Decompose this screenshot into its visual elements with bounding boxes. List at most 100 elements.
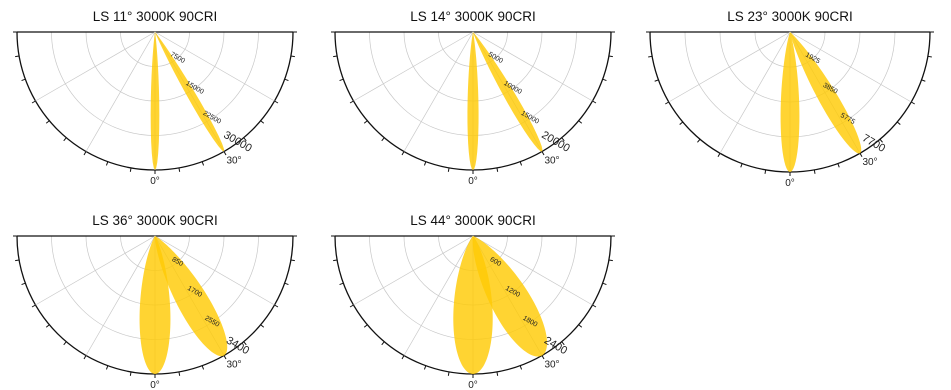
angle-label-30: 30° xyxy=(862,157,877,168)
outer-tick xyxy=(31,304,36,308)
angle-label-30: 30° xyxy=(544,156,559,167)
outer-tick xyxy=(363,120,368,124)
outer-tick xyxy=(401,151,405,156)
beam-lobe-30deg xyxy=(790,32,862,154)
outer-tick xyxy=(290,259,295,262)
outer-tick xyxy=(447,371,450,376)
outer-tick xyxy=(740,163,743,168)
grid-spoke xyxy=(85,235,156,356)
outer-tick xyxy=(223,355,227,360)
polar-chart-2: LS 14° 3000K 90CRI 50001000015000200000°… xyxy=(331,9,615,187)
outer-tick xyxy=(496,167,499,172)
outer-tick xyxy=(15,259,20,262)
outer-tick xyxy=(401,355,405,360)
grid-spoke xyxy=(35,235,156,306)
grid-spoke xyxy=(154,31,275,102)
outer-tick xyxy=(813,169,816,174)
outer-tick xyxy=(31,100,36,104)
outer-tick xyxy=(274,100,279,104)
grid-spoke xyxy=(154,235,275,306)
outer-tick xyxy=(697,138,701,143)
outer-tick xyxy=(201,161,205,166)
outer-tick xyxy=(541,151,545,156)
outer-tick xyxy=(274,304,279,308)
beam-lobe-0deg xyxy=(467,32,479,170)
outer-tick xyxy=(105,365,109,370)
grid-spoke xyxy=(403,31,474,152)
outer-tick xyxy=(333,55,338,58)
grid-spoke xyxy=(668,31,791,103)
angle-label-30: 30° xyxy=(544,360,559,371)
outer-tick xyxy=(447,167,450,172)
chart-title: LS 23° 3000K 90CRI xyxy=(727,9,852,24)
outer-tick xyxy=(201,365,205,370)
outer-tick xyxy=(602,282,607,286)
radial-tick-label: 600 xyxy=(489,256,503,268)
outer-tick xyxy=(129,371,132,376)
outer-tick xyxy=(608,55,613,58)
outer-tick xyxy=(260,120,265,124)
outer-tick xyxy=(349,304,354,308)
outer-tick xyxy=(21,282,26,286)
angle-label-30: 30° xyxy=(226,360,241,371)
outer-tick xyxy=(83,355,87,360)
grid-spoke xyxy=(403,235,474,356)
chart-title: LS 44° 3000K 90CRI xyxy=(410,213,535,228)
outer-tick xyxy=(178,167,181,172)
outer-tick xyxy=(717,152,721,157)
beam-lobe-30deg xyxy=(155,32,225,152)
radial-tick-label: 850 xyxy=(171,256,185,268)
outer-tick xyxy=(648,55,653,58)
outer-tick xyxy=(339,282,344,286)
outer-tick xyxy=(519,161,523,166)
outer-tick xyxy=(541,355,545,360)
outer-tick xyxy=(284,78,289,82)
outer-tick xyxy=(764,169,767,174)
outer-tick xyxy=(284,282,289,286)
angle-label-30: 30° xyxy=(226,156,241,167)
grid-spoke xyxy=(789,31,912,103)
beam-lobe-30deg xyxy=(473,32,543,152)
outer-tick xyxy=(837,163,840,168)
angle-label-0: 0° xyxy=(150,176,160,187)
grid-spoke xyxy=(85,31,156,152)
grid-spoke xyxy=(353,235,474,306)
outer-tick xyxy=(45,324,50,328)
grid-spoke xyxy=(719,31,791,154)
grid-spoke xyxy=(35,31,156,102)
outer-tick xyxy=(519,365,523,370)
beam-lobe-30deg xyxy=(154,236,228,357)
outer-tick xyxy=(592,100,597,104)
outer-tick xyxy=(129,167,132,172)
outer-tick xyxy=(665,101,670,105)
outer-tick xyxy=(243,341,247,346)
angle-label-0: 0° xyxy=(468,380,478,390)
outer-tick xyxy=(654,79,659,82)
outer-tick xyxy=(423,161,427,166)
outer-tick xyxy=(339,78,344,82)
outer-tick xyxy=(602,78,607,82)
outer-tick xyxy=(381,341,385,346)
outer-tick xyxy=(63,341,67,346)
outer-tick xyxy=(243,137,247,142)
outer-tick xyxy=(578,324,583,328)
angle-label-0: 0° xyxy=(468,176,478,187)
outer-tick xyxy=(83,151,87,156)
angle-label-0: 0° xyxy=(785,178,795,189)
outer-tick xyxy=(333,259,338,262)
polar-chart-1: LS 11° 3000K 90CRI 75001500022500300000°… xyxy=(13,9,297,187)
outer-tick xyxy=(927,55,932,58)
grid-spoke xyxy=(472,31,593,102)
beam-lobe-0deg xyxy=(150,32,160,170)
outer-tick xyxy=(679,121,684,125)
outer-tick xyxy=(561,137,565,142)
outer-tick xyxy=(921,79,926,82)
outer-tick xyxy=(592,304,597,308)
outer-tick xyxy=(290,55,295,58)
angle-label-0: 0° xyxy=(150,380,160,390)
grid-spoke xyxy=(353,31,474,102)
